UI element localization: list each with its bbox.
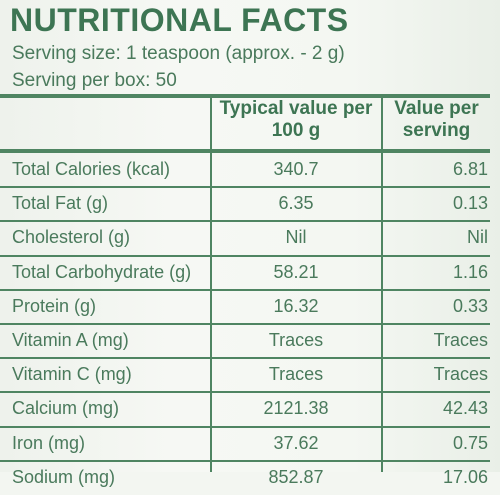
row-divider — [0, 254, 490, 257]
column-header-per-serving-line1: Value per — [394, 98, 479, 119]
value-per-100g: 2121.38 — [263, 398, 329, 419]
column-header-per-serving: Value per serving — [383, 98, 490, 142]
nutrient-label: Cholesterol (g) — [12, 227, 131, 248]
table-row: Protein (g) 16.32 0.33 — [0, 290, 490, 324]
value-per-serving: 0.13 — [452, 193, 488, 214]
table-row: Total Calories (kcal) 340.7 6.81 — [0, 153, 490, 187]
nutrient-label: Total Carbohydrate (g) — [12, 261, 192, 282]
table-row: Calcium (mg) 2121.38 42.43 — [0, 392, 490, 426]
value-per-100g: 37.62 — [273, 432, 319, 453]
row-divider — [0, 425, 490, 428]
column-header-per-100g-line2: 100 g — [271, 120, 321, 141]
value-per-serving: Nil — [467, 227, 488, 248]
row-divider — [0, 459, 490, 462]
nutrient-label: Calcium (mg) — [12, 398, 120, 419]
nutrient-label: Protein (g) — [12, 295, 97, 316]
value-per-100g: 58.21 — [273, 261, 319, 282]
table-row: Cholesterol (g) Nil Nil — [0, 221, 490, 255]
value-per-100g: Traces — [268, 330, 324, 350]
row-divider — [0, 220, 490, 223]
nutrient-label: Vitamin A (mg) — [12, 330, 129, 350]
value-per-serving: Traces — [433, 364, 488, 385]
value-per-serving: 1.16 — [452, 261, 488, 282]
value-per-100g: 6.35 — [278, 193, 314, 214]
value-per-100g: Traces — [268, 364, 324, 385]
value-per-100g: 852.87 — [268, 466, 324, 487]
nutrient-label: Iron (mg) — [12, 432, 86, 453]
value-per-serving: 6.81 — [452, 159, 488, 179]
serving-per-box: Serving per box: 50 — [12, 70, 177, 91]
table-row: Total Fat (g) 6.35 0.13 — [0, 187, 490, 221]
value-per-serving: 0.75 — [452, 432, 488, 453]
value-per-serving: 42.43 — [442, 398, 488, 419]
page-title: NUTRITIONAL FACTS — [10, 2, 349, 38]
table-header-divider — [0, 149, 490, 153]
table-row: Iron (mg) 37.62 0.75 — [0, 427, 490, 461]
nutrient-label: Vitamin C (mg) — [12, 364, 132, 385]
column-header-per-100g-line1: Typical value per — [219, 98, 373, 119]
row-divider — [0, 391, 490, 394]
value-per-serving: 0.33 — [452, 295, 488, 316]
nutrient-label: Total Fat (g) — [12, 193, 109, 214]
serving-size: Serving size: 1 teaspoon (approx. - 2 g) — [12, 43, 345, 64]
row-divider — [0, 323, 490, 325]
column-divider — [381, 96, 383, 472]
column-header-per-100g: Typical value per 100 g — [212, 98, 380, 142]
value-per-100g: 16.32 — [273, 295, 319, 316]
value-per-100g: 340.7 — [273, 159, 319, 179]
row-divider — [0, 186, 490, 189]
table-row: Total Carbohydrate (g) 58.21 1.16 — [0, 256, 490, 290]
nutrient-label: Total Calories (kcal) — [12, 159, 171, 179]
table-row: Vitamin C (mg) Traces Traces — [0, 358, 490, 392]
column-header-per-serving-line2: serving — [402, 120, 471, 141]
header-divider — [0, 94, 490, 98]
nutrient-label: Sodium (mg) — [12, 466, 116, 487]
value-per-serving: Traces — [433, 330, 488, 350]
value-per-100g: Nil — [285, 227, 307, 248]
row-divider — [0, 357, 490, 360]
table-row: Sodium (mg) 852.87 17.06 — [0, 461, 490, 495]
value-per-serving: 17.06 — [442, 466, 488, 487]
row-divider — [0, 288, 490, 291]
table-row: Vitamin A (mg) Traces Traces — [0, 324, 490, 358]
column-divider — [210, 96, 212, 472]
